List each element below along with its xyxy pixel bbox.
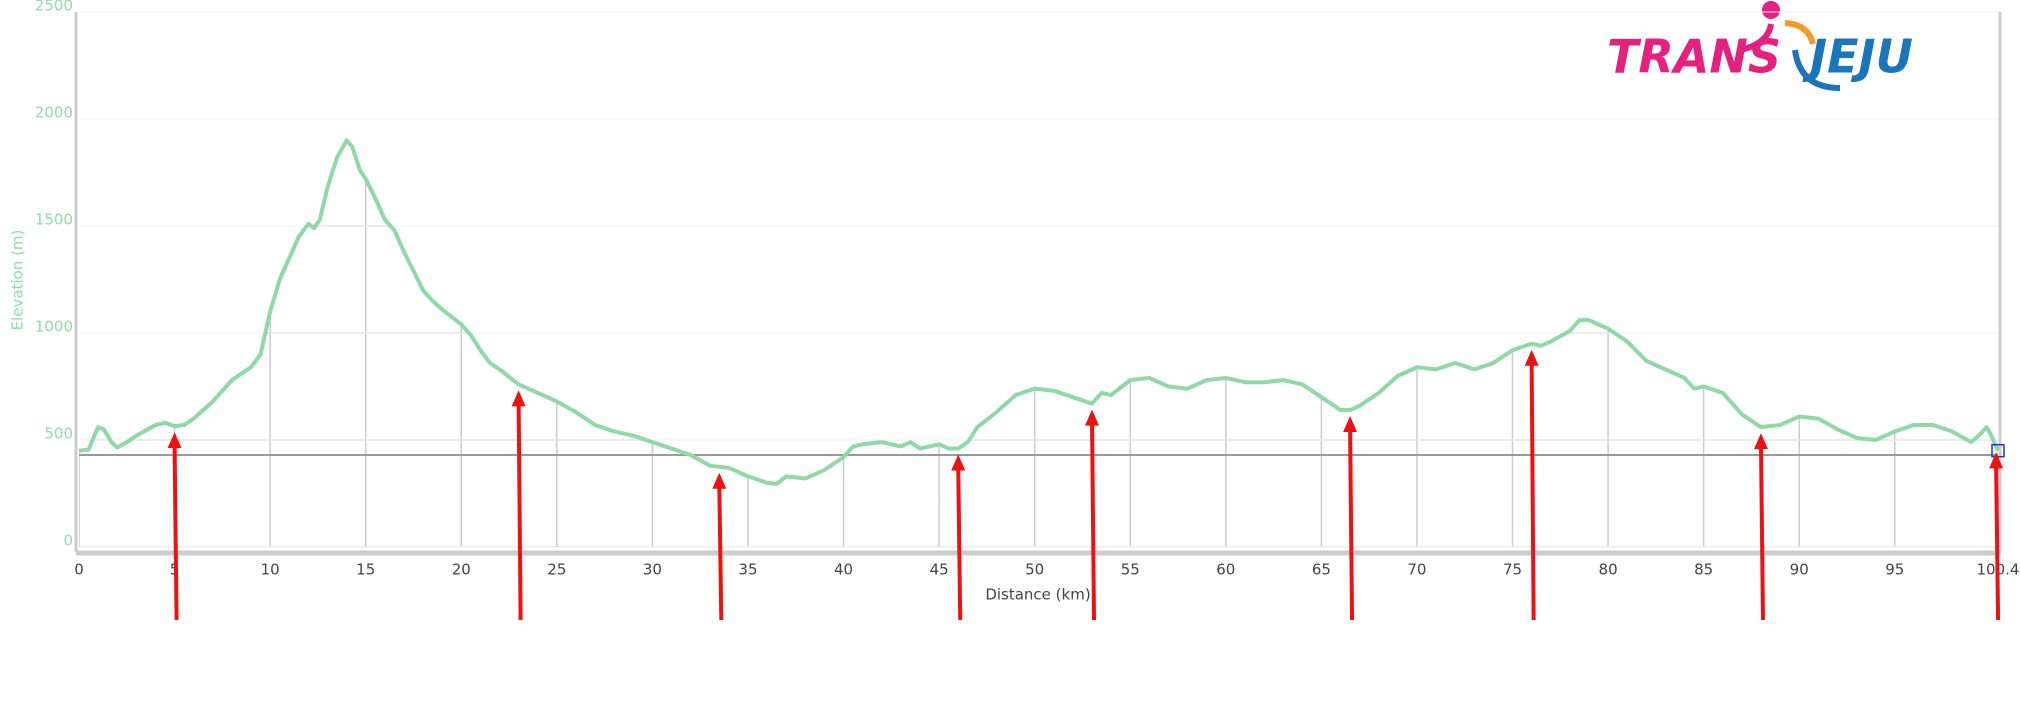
x-tick-label: 20	[452, 561, 471, 579]
marker-arrow	[712, 472, 727, 621]
arrow-head	[1343, 416, 1358, 433]
y-tick-label: 1000	[35, 318, 73, 336]
x-tick-label: 45	[930, 561, 949, 579]
marker-arrow	[1753, 433, 1768, 621]
x-tick-label: 40	[834, 561, 853, 579]
x-tick-label: 15	[356, 561, 375, 579]
marker-arrow	[511, 390, 526, 621]
arrow-shaft	[1994, 464, 2001, 621]
x-tick-label: 10	[261, 561, 280, 579]
arrow-shaft	[1758, 445, 1765, 621]
x-tick-label: 60	[1216, 561, 1235, 579]
x-tick-label: 30	[643, 561, 662, 579]
arrow-shaft	[172, 444, 179, 621]
x-tick-label: 25	[547, 561, 566, 579]
marker-arrow	[1524, 349, 1539, 621]
logo: TRANS JEJU	[1607, 1, 1913, 91]
arrow-shaft	[1090, 421, 1097, 621]
grid	[79, 140, 1998, 547]
logo-arc	[1792, 49, 1841, 91]
x-tick-label: 75	[1503, 561, 1522, 579]
arrow-head	[167, 432, 182, 449]
arrow-head	[1989, 452, 2004, 469]
x-tick-label: 85	[1694, 561, 1713, 579]
arrow-head	[1524, 349, 1539, 366]
arrow-head	[1753, 433, 1768, 450]
x-tick-label: 70	[1407, 561, 1426, 579]
arrow-head	[511, 390, 526, 407]
elevation-line	[78, 138, 2000, 486]
x-tick-label: 90	[1790, 561, 1809, 579]
cursor	[1991, 443, 2005, 458]
x-axis-title: Distance (km)	[985, 586, 1090, 604]
arrow-shaft	[717, 484, 724, 621]
arrow-head	[1085, 409, 1100, 426]
marker-arrow	[951, 454, 966, 621]
y-tick-label: 1500	[35, 211, 73, 229]
arrow-shaft	[1348, 428, 1355, 621]
y-tick-label: 2000	[35, 104, 73, 122]
logo-text: TRANS	[1607, 30, 1781, 84]
x-tick-label: 0	[74, 561, 84, 579]
y-axis-title: Elevation (m)	[9, 230, 27, 331]
arrow-head	[712, 472, 727, 489]
x-tick-label: 50	[1025, 561, 1044, 579]
x-tick-label: 35	[738, 561, 757, 579]
x-tick-label: 80	[1599, 561, 1618, 579]
y-tick-label: 500	[44, 425, 73, 443]
y-tick-label: 0	[63, 532, 73, 550]
arrow-shaft	[1529, 361, 1536, 621]
logo-dot	[1762, 1, 1780, 19]
logo-arc	[1739, 23, 1774, 53]
arrow-shaft	[516, 402, 523, 621]
logo-text: JEJU	[1802, 30, 1913, 84]
marker-arrow	[167, 432, 182, 621]
marker-arrow	[1343, 416, 1358, 621]
logo-arc	[1784, 20, 1816, 45]
x-tick-label: 65	[1312, 561, 1331, 579]
arrow-shaft	[956, 466, 963, 621]
x-tick-label: 95	[1885, 561, 1904, 579]
marker-arrow	[1085, 409, 1100, 621]
arrow-head	[951, 454, 966, 471]
x-tick-label: 55	[1121, 561, 1140, 579]
marker-arrow	[1989, 452, 2004, 621]
y-tick-label: 2500	[35, 0, 73, 15]
